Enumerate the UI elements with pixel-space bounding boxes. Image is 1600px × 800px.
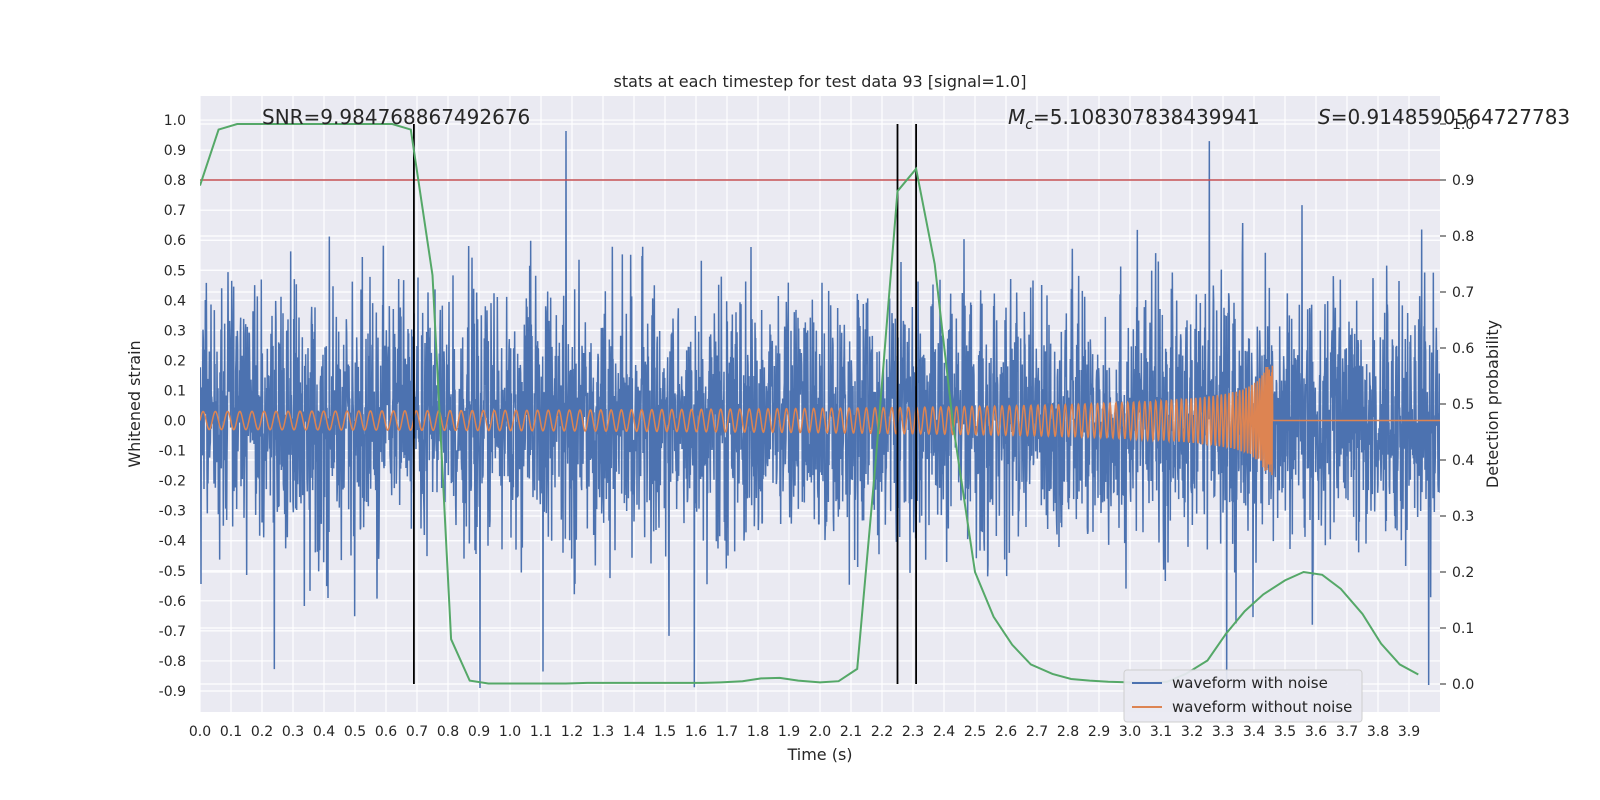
- y-tick-label: -0.9: [159, 684, 186, 700]
- y2-tick-label: 0.9: [1452, 173, 1474, 189]
- y-tick-label: 0.4: [164, 293, 186, 309]
- x-tick-label: 2.4: [933, 724, 955, 740]
- s-annotation: S=0.9148590564727783: [1318, 105, 1570, 129]
- y2-tick-label: 0.5: [1452, 397, 1474, 413]
- x-tick-label: 3.9: [1398, 724, 1420, 740]
- x-tick-label: 1.3: [592, 724, 614, 740]
- y2-tick-label: 0.6: [1452, 341, 1474, 357]
- legend-label-noise: waveform with noise: [1172, 674, 1328, 692]
- x-tick-label: 0.2: [251, 724, 273, 740]
- x-tick-label: 0.1: [220, 724, 242, 740]
- y-tick-label: -0.5: [159, 564, 186, 580]
- y2-tick-labels: 1.0 0.9 0.8 0.7 0.6 0.5 0.4 0.3 0.2 0.1 0.0: [1440, 117, 1474, 693]
- chart-title: stats at each timestep for test data 93 …: [614, 72, 1027, 91]
- y-tick-label: 0.2: [164, 353, 186, 369]
- x-tick-label: 0.5: [344, 724, 366, 740]
- y2-tick-label: 0.7: [1452, 285, 1474, 301]
- x-tick-label: 1.9: [778, 724, 800, 740]
- x-tick-label: 2.7: [1026, 724, 1048, 740]
- y-tick-label: -0.3: [159, 504, 186, 520]
- y2-tick-label: 0.1: [1452, 621, 1474, 637]
- y2-tick-label: 0.8: [1452, 229, 1474, 245]
- x-tick-label: 2.1: [840, 724, 862, 740]
- y-tick-label: -0.2: [159, 474, 186, 490]
- y-tick-label: 0.5: [164, 263, 186, 279]
- y-tick-label: 0.3: [164, 323, 186, 339]
- y-tick-label: 0.0: [164, 414, 186, 430]
- y-tick-label: 0.7: [164, 203, 186, 219]
- x-tick-label: 2.2: [871, 724, 893, 740]
- x-tick-label: 3.2: [1181, 724, 1203, 740]
- x-tick-label: 3.4: [1243, 724, 1265, 740]
- y-tick-label: -0.7: [159, 624, 186, 640]
- series-waveform-without-noise: [200, 365, 1440, 476]
- x-tick-label: 0.0: [189, 724, 211, 740]
- x-tick-label: 2.6: [995, 724, 1017, 740]
- x-tick-label: 3.3: [1212, 724, 1234, 740]
- x-tick-label: 1.2: [561, 724, 583, 740]
- y-tick-label: 0.6: [164, 233, 186, 249]
- x-tick-label: 0.4: [313, 724, 335, 740]
- x-tick-label: 0.9: [468, 724, 490, 740]
- x-tick-label: 1.1: [530, 724, 552, 740]
- x-tick-label: 1.8: [747, 724, 769, 740]
- y-tick-label: -0.1: [159, 444, 186, 460]
- y-tick-label: -0.6: [159, 594, 186, 610]
- x-tick-label: 3.1: [1150, 724, 1172, 740]
- y-axis-label: Whitened strain: [125, 340, 144, 467]
- x-tick-label: 1.4: [623, 724, 645, 740]
- y-tick-label: 1.0: [164, 113, 186, 129]
- x-tick-label: 1.0: [499, 724, 521, 740]
- y-tick-label: 0.9: [164, 143, 186, 159]
- x-tick-label: 3.0: [1119, 724, 1141, 740]
- y2-tick-label: 0.2: [1452, 565, 1474, 581]
- y2-tick-label: 0.3: [1452, 509, 1474, 525]
- series-detection-probability: [200, 123, 1419, 685]
- legend: waveform with noise waveform without noi…: [1123, 669, 1363, 723]
- x-tick-label: 2.9: [1088, 724, 1110, 740]
- y2-tick-label: 0.0: [1452, 677, 1474, 693]
- x-tick-label: 0.7: [406, 724, 428, 740]
- y2-tick-label: 1.0: [1452, 117, 1474, 133]
- x-tick-label: 3.5: [1274, 724, 1296, 740]
- x-tick-label: 2.8: [1057, 724, 1079, 740]
- series-waveform-with-noise: [200, 130, 1440, 690]
- x-tick-label: 1.5: [654, 724, 676, 740]
- y-tick-label: 0.1: [164, 383, 186, 399]
- x-tick-label: 3.7: [1336, 724, 1358, 740]
- x-tick-label: 1.6: [685, 724, 707, 740]
- legend-box: [1123, 669, 1363, 723]
- legend-label-clean: waveform without noise: [1172, 698, 1352, 716]
- y-tick-labels: 1.0 0.9 0.8 0.7 0.6 0.5 0.4 0.3 0.2 0.1 0.0 -0.1 -0.…: [159, 113, 186, 700]
- mc-annotation: Mc=5.108307838439941: [1008, 105, 1260, 133]
- x-tick-label: 1.7: [716, 724, 738, 740]
- x-axis-label: Time (s): [786, 745, 852, 764]
- y-tick-label: -0.8: [159, 654, 186, 670]
- snr-annotation: SNR=9.984768867492676: [262, 105, 530, 129]
- x-tick-labels: 0.0 0.1 0.2 0.3 0.4 0.5 0.6 0.7 0.8 0.9 1.0 1.1 1.2 1…: [189, 724, 1420, 740]
- x-tick-label: 2.5: [964, 724, 986, 740]
- x-tick-label: 2.3: [902, 724, 924, 740]
- x-tick-label: 0.3: [282, 724, 304, 740]
- x-tick-label: 2.0: [809, 724, 831, 740]
- y-tick-label: -0.4: [159, 534, 186, 550]
- x-tick-label: 0.8: [437, 724, 459, 740]
- x-tick-label: 3.6: [1305, 724, 1327, 740]
- x-tick-label: 3.8: [1367, 724, 1389, 740]
- y2-tick-label: 0.4: [1452, 453, 1474, 469]
- x-tick-label: 0.6: [375, 724, 397, 740]
- y-tick-label: 0.8: [164, 173, 186, 189]
- vertical-lines: [412, 124, 917, 684]
- y2-axis-label: Detection probability: [1483, 320, 1502, 488]
